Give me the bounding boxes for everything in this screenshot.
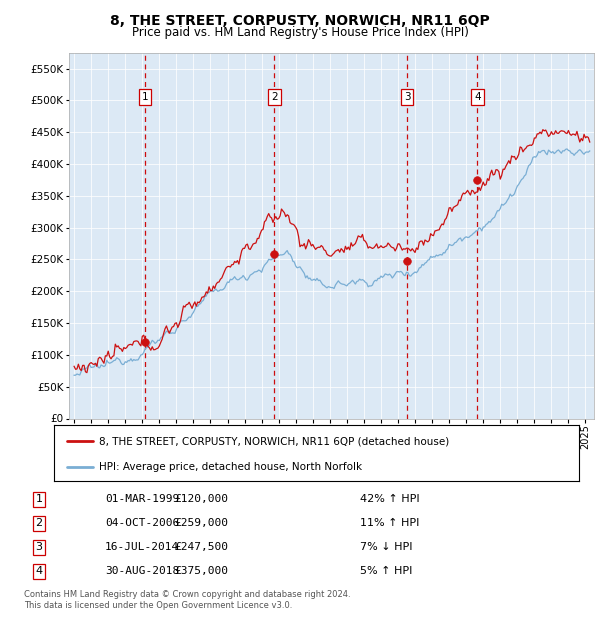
Text: 3: 3 [35, 542, 43, 552]
Text: 8, THE STREET, CORPUSTY, NORWICH, NR11 6QP (detached house): 8, THE STREET, CORPUSTY, NORWICH, NR11 6… [98, 436, 449, 446]
Text: Price paid vs. HM Land Registry's House Price Index (HPI): Price paid vs. HM Land Registry's House … [131, 26, 469, 39]
Text: 4: 4 [35, 566, 43, 577]
Text: 11% ↑ HPI: 11% ↑ HPI [360, 518, 419, 528]
Text: 7% ↓ HPI: 7% ↓ HPI [360, 542, 413, 552]
Text: £259,000: £259,000 [174, 518, 228, 528]
Text: 01-MAR-1999: 01-MAR-1999 [105, 494, 179, 505]
Text: 4: 4 [474, 92, 481, 102]
Text: Contains HM Land Registry data © Crown copyright and database right 2024.: Contains HM Land Registry data © Crown c… [24, 590, 350, 600]
Text: 2: 2 [271, 92, 278, 102]
Text: 16-JUL-2014: 16-JUL-2014 [105, 542, 179, 552]
Text: £375,000: £375,000 [174, 566, 228, 577]
Text: 42% ↑ HPI: 42% ↑ HPI [360, 494, 419, 505]
Text: 04-OCT-2006: 04-OCT-2006 [105, 518, 179, 528]
Text: 30-AUG-2018: 30-AUG-2018 [105, 566, 179, 577]
Text: £247,500: £247,500 [174, 542, 228, 552]
Text: 3: 3 [404, 92, 410, 102]
Text: 5% ↑ HPI: 5% ↑ HPI [360, 566, 412, 577]
Text: 1: 1 [35, 494, 43, 505]
Text: £120,000: £120,000 [174, 494, 228, 505]
Text: HPI: Average price, detached house, North Norfolk: HPI: Average price, detached house, Nort… [98, 461, 362, 472]
Text: 8, THE STREET, CORPUSTY, NORWICH, NR11 6QP: 8, THE STREET, CORPUSTY, NORWICH, NR11 6… [110, 14, 490, 28]
Text: This data is licensed under the Open Government Licence v3.0.: This data is licensed under the Open Gov… [24, 601, 292, 611]
Text: 2: 2 [35, 518, 43, 528]
Text: 1: 1 [142, 92, 149, 102]
